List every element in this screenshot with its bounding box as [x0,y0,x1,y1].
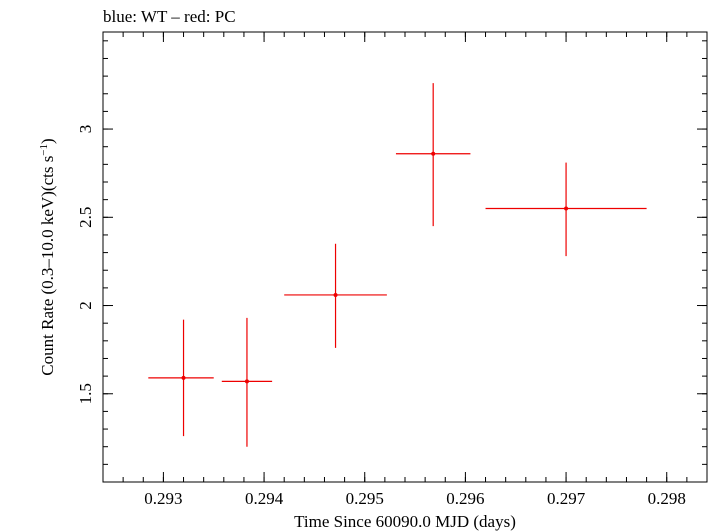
y-axis-label-main: Count Rate (0.3–10.0 keV)(cts s [38,156,57,376]
axis-ticks [102,32,708,483]
data-points [148,83,647,447]
y-axis-label-sup: −1 [38,144,50,156]
point-marker [333,292,338,297]
chart-title: blue: WT – red: PC [103,7,236,26]
y-axis-label: Count Rate (0.3–10.0 keV)(cts s−1) [38,138,57,375]
y-axis-label-end: ) [38,138,57,144]
y-tick-label: 3 [76,125,95,134]
x-tick-label: 0.296 [446,489,484,508]
x-axis-label: Time Since 60090.0 MJD (days) [294,512,516,531]
point-marker [181,375,186,380]
y-tick-label: 2 [76,301,95,310]
x-tick-label: 0.294 [245,489,284,508]
data-point [485,162,647,257]
point-marker [244,379,249,384]
plot-frame [102,31,708,483]
y-tick-label: 2.5 [76,207,95,228]
data-point [395,83,471,227]
y-tick-label: 1.5 [76,383,95,404]
tick-labels: 0.293 0.294 0.295 0.296 0.297 0.298 1.5 2 2.5 3 [76,125,686,508]
data-point [221,317,273,447]
data-point [284,243,387,348]
point-marker [431,151,436,156]
point-marker [564,206,569,211]
x-tick-label: 0.295 [346,489,384,508]
x-tick-label: 0.298 [648,489,686,508]
x-tick-label: 0.297 [547,489,586,508]
data-point [148,319,214,437]
x-tick-label: 0.293 [144,489,182,508]
